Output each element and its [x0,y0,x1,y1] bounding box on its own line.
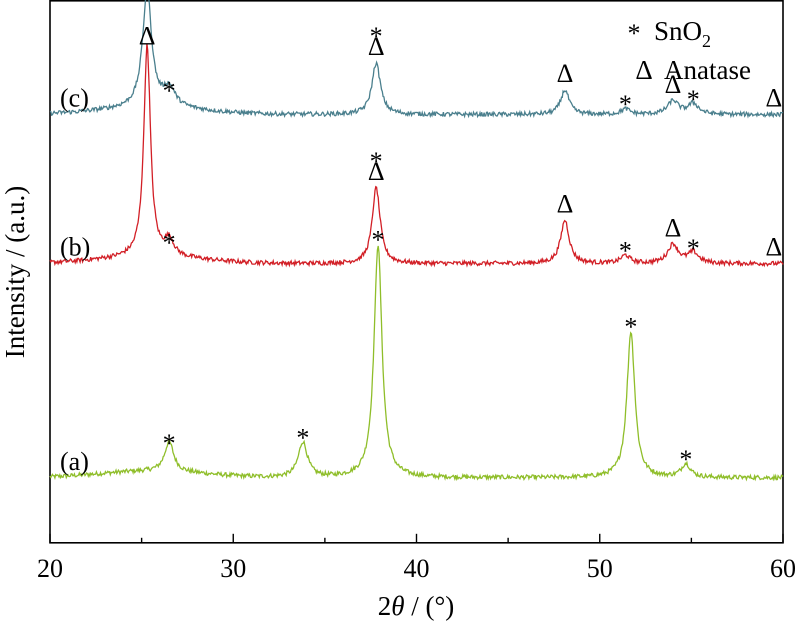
legend-label-sno2: SnO2 [654,16,711,51]
peak-markers: *****Δ*Δ*Δ*Δ*ΔΔ*Δ*Δ*Δ*Δ [139,21,782,474]
trace-labels: (a) (b) (c) [60,84,90,476]
sno2-marker: * [163,77,176,106]
legend-label-anatase: Anatase [664,55,751,85]
sno2-marker: * [624,312,637,341]
sno2-marker: * [687,85,700,114]
sno2-marker: * [619,90,632,119]
trace-label-c: (c) [60,84,89,113]
trace-c [49,0,784,119]
x-tick-label: 50 [587,554,613,583]
x-tick-label: 30 [220,554,246,583]
sno2-marker: * [619,237,632,266]
x-ticks: 20 30 40 50 60 [37,533,796,583]
trace-label-a: (a) [60,447,89,476]
legend: * SnO2 Δ Anatase [628,16,751,85]
sno2-marker: * [372,226,385,255]
anatase-marker: Δ [139,21,156,50]
trace-a [49,245,784,482]
trace-label-b: (b) [60,233,90,262]
sno2-marker: * [687,234,700,263]
sno2-marker: * [296,424,309,453]
sno2-marker: * [370,147,383,176]
sno2-marker: * [370,22,383,51]
anatase-marker: Δ [557,59,574,88]
anatase-marker: Δ [765,84,782,113]
x-tick-label: 40 [404,554,430,583]
traces [49,0,784,482]
anatase-marker: Δ [368,32,385,61]
x-tick-label: 20 [37,554,63,583]
x-tick-label: 60 [770,554,796,583]
y-axis-title: Intensity / (a.u.) [0,186,30,358]
anatase-marker: Δ [765,233,782,262]
sno2-marker: * [163,429,176,458]
x-axis-title: 2θ / (°) [378,591,455,621]
legend-symbol-sno2: * [628,19,641,48]
legend-symbol-anatase: Δ [635,55,652,85]
anatase-marker: Δ [557,189,574,218]
anatase-marker: Δ [665,214,682,243]
trace-b [49,43,784,268]
anatase-marker: Δ [368,157,385,186]
sno2-marker: * [163,228,176,257]
sno2-marker: * [679,445,692,474]
anatase-marker: Δ [665,70,682,99]
